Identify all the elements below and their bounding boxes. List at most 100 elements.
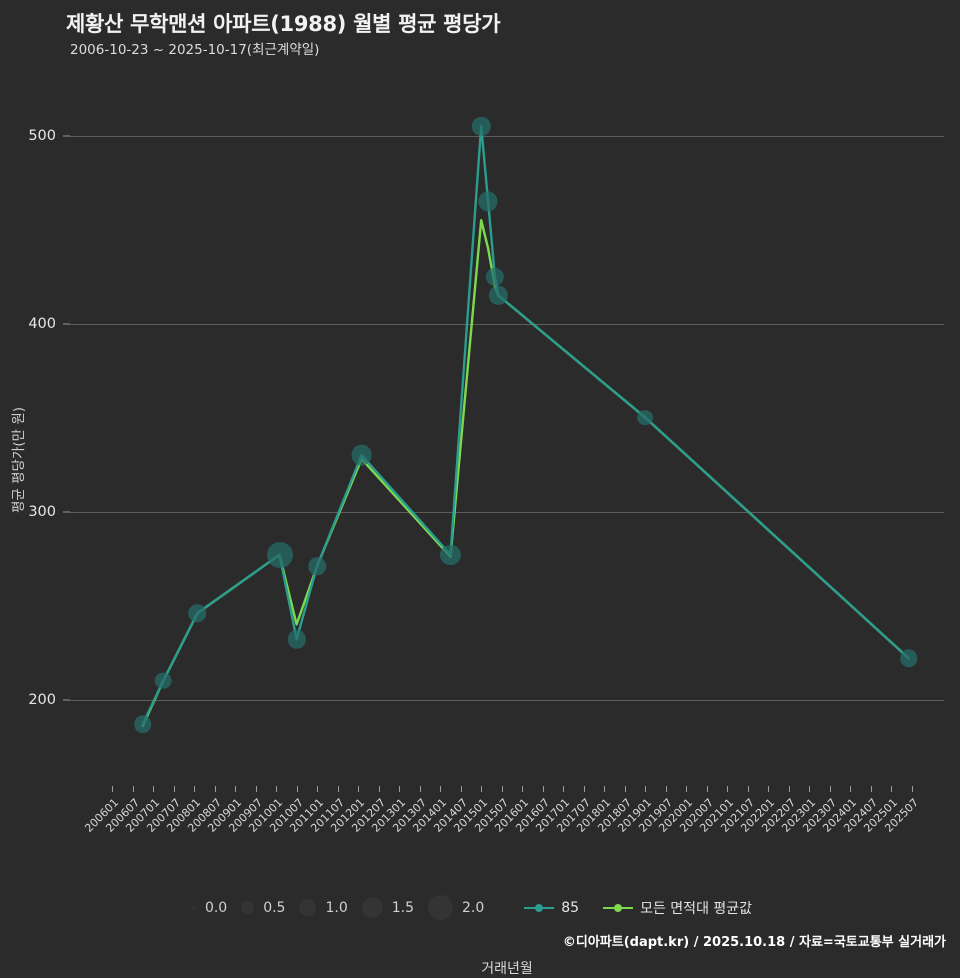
series-line <box>141 219 910 728</box>
data-point-marker[interactable] <box>134 715 152 733</box>
x-tick-mark <box>665 786 667 792</box>
x-tick-mark <box>440 786 442 792</box>
x-tick-mark <box>686 786 688 792</box>
x-tick-mark <box>829 786 831 792</box>
x-tick-mark <box>522 786 524 792</box>
y-tick-mark <box>63 511 70 513</box>
x-tick-mark <box>296 786 298 792</box>
data-point-marker[interactable] <box>637 409 654 426</box>
x-tick-mark <box>378 786 380 792</box>
y-axis-label: 평균 평당가(만 원) <box>11 406 27 514</box>
x-tick-mark <box>317 786 319 792</box>
x-tick-mark <box>460 786 462 792</box>
x-tick-mark <box>706 786 708 792</box>
y-tick-label: 500 <box>28 127 56 144</box>
size-legend-label: 1.5 <box>391 899 414 916</box>
size-legend-bubble <box>241 901 255 914</box>
gridline <box>70 699 944 701</box>
footer-credit: ©디아파트(dapt.kr) / 2025.10.18 / 자료=국토교통부 실… <box>562 935 946 950</box>
size-legend-label: 2.0 <box>462 899 485 916</box>
data-point-marker[interactable] <box>287 630 306 649</box>
data-point-marker[interactable] <box>351 444 373 466</box>
x-tick-mark <box>173 786 175 792</box>
series-legend-item[interactable]: 85 <box>524 900 579 916</box>
x-tick-mark <box>235 786 237 792</box>
x-tick-mark <box>276 786 278 792</box>
data-point-marker[interactable] <box>485 267 505 286</box>
size-legend: 0.0 0.5 1.0 1.5 2.0 <box>191 895 498 920</box>
x-tick-mark <box>542 786 544 792</box>
y-tick-mark <box>63 699 70 701</box>
series-line <box>141 125 910 726</box>
series-legend-swatch <box>524 902 555 914</box>
size-legend-label: 0.0 <box>204 899 228 916</box>
series-legend-label: 모든 면적대 평균값 <box>640 900 753 917</box>
x-tick-mark <box>768 786 770 792</box>
x-tick-mark <box>419 786 421 792</box>
series-lines <box>141 125 910 728</box>
x-tick-mark <box>645 786 647 792</box>
data-point-marker[interactable] <box>478 191 498 211</box>
gridline <box>70 511 944 513</box>
data-point-marker[interactable] <box>308 557 326 575</box>
x-tick-mark <box>153 786 155 792</box>
plot-area: 200 300 400 500 200601 200607 200701 200707 200… <box>28 90 944 977</box>
gridline <box>70 135 944 137</box>
x-tick-mark <box>194 786 196 792</box>
gridline <box>70 323 944 325</box>
data-point-marker[interactable] <box>154 672 172 690</box>
y-axis-label-container: 평균 평당가(만 원) <box>6 330 28 590</box>
x-tick-mark <box>501 786 503 792</box>
data-point-marker[interactable] <box>899 649 918 667</box>
x-axis-label: 거래년월 <box>481 961 533 977</box>
x-tick-mark <box>727 786 729 792</box>
x-tick-mark <box>214 786 216 792</box>
y-tick-label: 400 <box>28 315 56 332</box>
x-tick-mark <box>788 786 790 792</box>
series-legend-label: 85 <box>561 899 580 916</box>
x-tick-mark <box>112 786 113 792</box>
size-legend-item: 0.5 <box>241 900 299 916</box>
x-tick-mark <box>358 786 360 792</box>
x-tick-mark <box>255 786 257 792</box>
x-tick-mark <box>891 786 893 792</box>
data-point-marker[interactable] <box>266 541 293 568</box>
size-legend-bubble <box>361 897 383 918</box>
x-tick-mark <box>912 786 913 792</box>
x-tick-mark <box>563 786 565 792</box>
series-legend-swatch <box>603 902 634 914</box>
x-tick-mark <box>604 786 606 792</box>
series-legend-item[interactable]: 모든 면적대 평균값 <box>603 898 752 918</box>
x-tick-mark <box>132 786 134 792</box>
x-tick-mark <box>337 786 339 792</box>
size-legend-item: 1.5 <box>361 897 428 918</box>
size-legend-item: 1.0 <box>299 899 361 916</box>
data-point-marker[interactable] <box>472 117 491 136</box>
data-point-marker[interactable] <box>188 604 207 622</box>
size-legend-item: 0.0 <box>191 899 241 916</box>
size-legend-label: 0.5 <box>263 899 286 916</box>
data-point-marker[interactable] <box>489 286 508 305</box>
y-tick-mark <box>63 135 70 137</box>
size-legend-item: 2.0 <box>428 895 498 920</box>
x-tick-mark <box>747 786 749 792</box>
page-subtitle: 2006-10-23 ~ 2025-10-17(최근계약일) <box>70 42 320 58</box>
x-tick-mark <box>481 786 483 792</box>
x-tick-mark <box>850 786 852 792</box>
y-tick-label: 200 <box>28 691 56 708</box>
x-tick-mark <box>809 786 811 792</box>
data-point-marker[interactable] <box>440 544 461 565</box>
page-title: 제황산 무학맨션 아파트(1988) 월별 평균 평당가 <box>66 12 501 36</box>
y-tick-label: 300 <box>28 503 56 520</box>
chart-legend: 0.0 0.5 1.0 1.5 2.0 85 모든 면적대 평균값 <box>0 895 960 920</box>
series-legend: 85 모든 면적대 평균값 <box>524 898 768 918</box>
x-tick-mark <box>624 786 626 792</box>
x-tick-mark <box>583 786 585 792</box>
x-tick-mark <box>399 786 401 792</box>
x-tick-mark <box>870 786 872 792</box>
size-legend-bubble <box>299 899 317 916</box>
size-legend-bubble <box>191 905 196 910</box>
size-legend-label: 1.0 <box>325 899 348 916</box>
y-tick-mark <box>63 323 70 325</box>
